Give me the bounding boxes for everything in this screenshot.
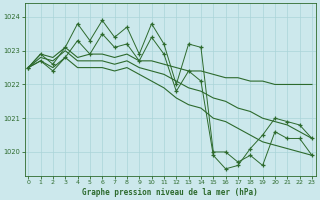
- X-axis label: Graphe pression niveau de la mer (hPa): Graphe pression niveau de la mer (hPa): [82, 188, 258, 197]
